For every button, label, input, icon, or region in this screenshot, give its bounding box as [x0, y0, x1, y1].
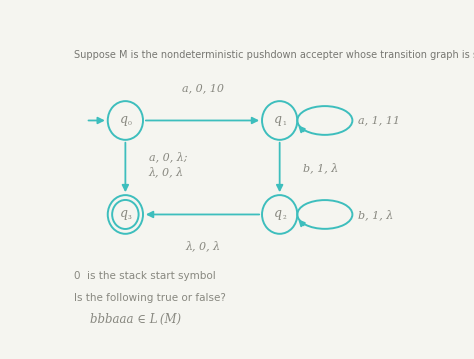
Text: b, 1, λ: b, 1, λ: [358, 209, 393, 220]
Text: Suppose M is the nondeterministic pushdown accepter whose transition graph is sh: Suppose M is the nondeterministic pushdo…: [74, 50, 474, 60]
Text: Is the following true or false?: Is the following true or false?: [74, 293, 226, 303]
Text: bbbaaa ∈ L (M): bbbaaa ∈ L (M): [91, 313, 182, 326]
Text: ₃: ₃: [128, 212, 132, 221]
Text: ₁: ₁: [282, 118, 286, 127]
Text: a, 0, 10: a, 0, 10: [182, 83, 224, 93]
Text: 0  is the stack start symbol: 0 is the stack start symbol: [74, 271, 216, 281]
Text: q: q: [119, 113, 128, 126]
Text: b, 1, λ: b, 1, λ: [303, 162, 338, 173]
Text: q: q: [274, 206, 282, 220]
Text: q: q: [274, 113, 282, 126]
Text: ₀: ₀: [128, 118, 132, 127]
Text: λ, 0, λ: λ, 0, λ: [185, 241, 220, 252]
Text: a, 0, λ;
λ, 0, λ: a, 0, λ; λ, 0, λ: [148, 152, 187, 178]
Text: a, 1, 11: a, 1, 11: [358, 116, 400, 126]
Text: q: q: [119, 206, 128, 220]
Text: ₂: ₂: [282, 212, 286, 221]
